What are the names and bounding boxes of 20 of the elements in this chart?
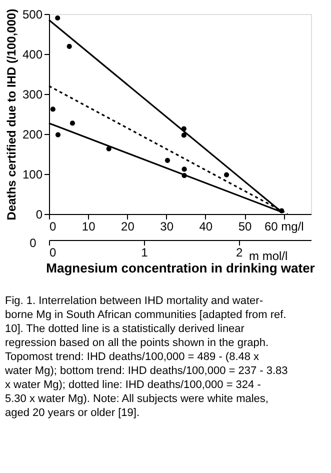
x2-tick-label: 0 <box>50 246 56 260</box>
y-tick-label: 100 <box>22 168 43 182</box>
y-tick-label: 300 <box>22 88 43 102</box>
y-tick-label: 500 <box>22 8 43 22</box>
y-axis-title: Deaths certified due to IHD (/100,000) <box>4 8 18 220</box>
x-tick-label: 60 mg/l <box>264 220 304 234</box>
x-tick-label: 30 <box>160 220 174 234</box>
x-tick-label: 10 <box>82 220 96 234</box>
y-tick-label: 0 <box>36 208 43 222</box>
x2-tick-label: 1 <box>141 246 148 260</box>
x2-tick-label: 2 <box>236 246 244 260</box>
x-tick-label: 0 <box>50 220 56 234</box>
x2-axis-title: m mol/l <box>249 249 288 263</box>
x-tick-label: 50 <box>238 220 252 234</box>
text: Fig. 1. Interrelation between IHD mortality and water-borne Mg in South African communities [adapted from ref. 10]. The dotted line is a statistically derived linear regression based on all the points shown in the graph. Topomost trend: IHD deaths/100,000 = 489 - (8.48 x water Mg); bottom trend: IHD deaths/100,000 = 237 - 3.83 x water Mg); dotted line: IHD deaths/100,000 = 324 - 5.30 x water Mg). Note: All subjects were white males, aged 20 years or older [19]. <box>4 295 288 419</box>
y-tick-label: 400 <box>22 48 43 62</box>
x-axis-title: Magnesium concentration in drinking water <box>46 260 315 276</box>
y-tick-label: 200 <box>22 128 43 142</box>
x-tick-label: 40 <box>199 220 213 234</box>
x-tick-label: 20 <box>121 220 135 234</box>
